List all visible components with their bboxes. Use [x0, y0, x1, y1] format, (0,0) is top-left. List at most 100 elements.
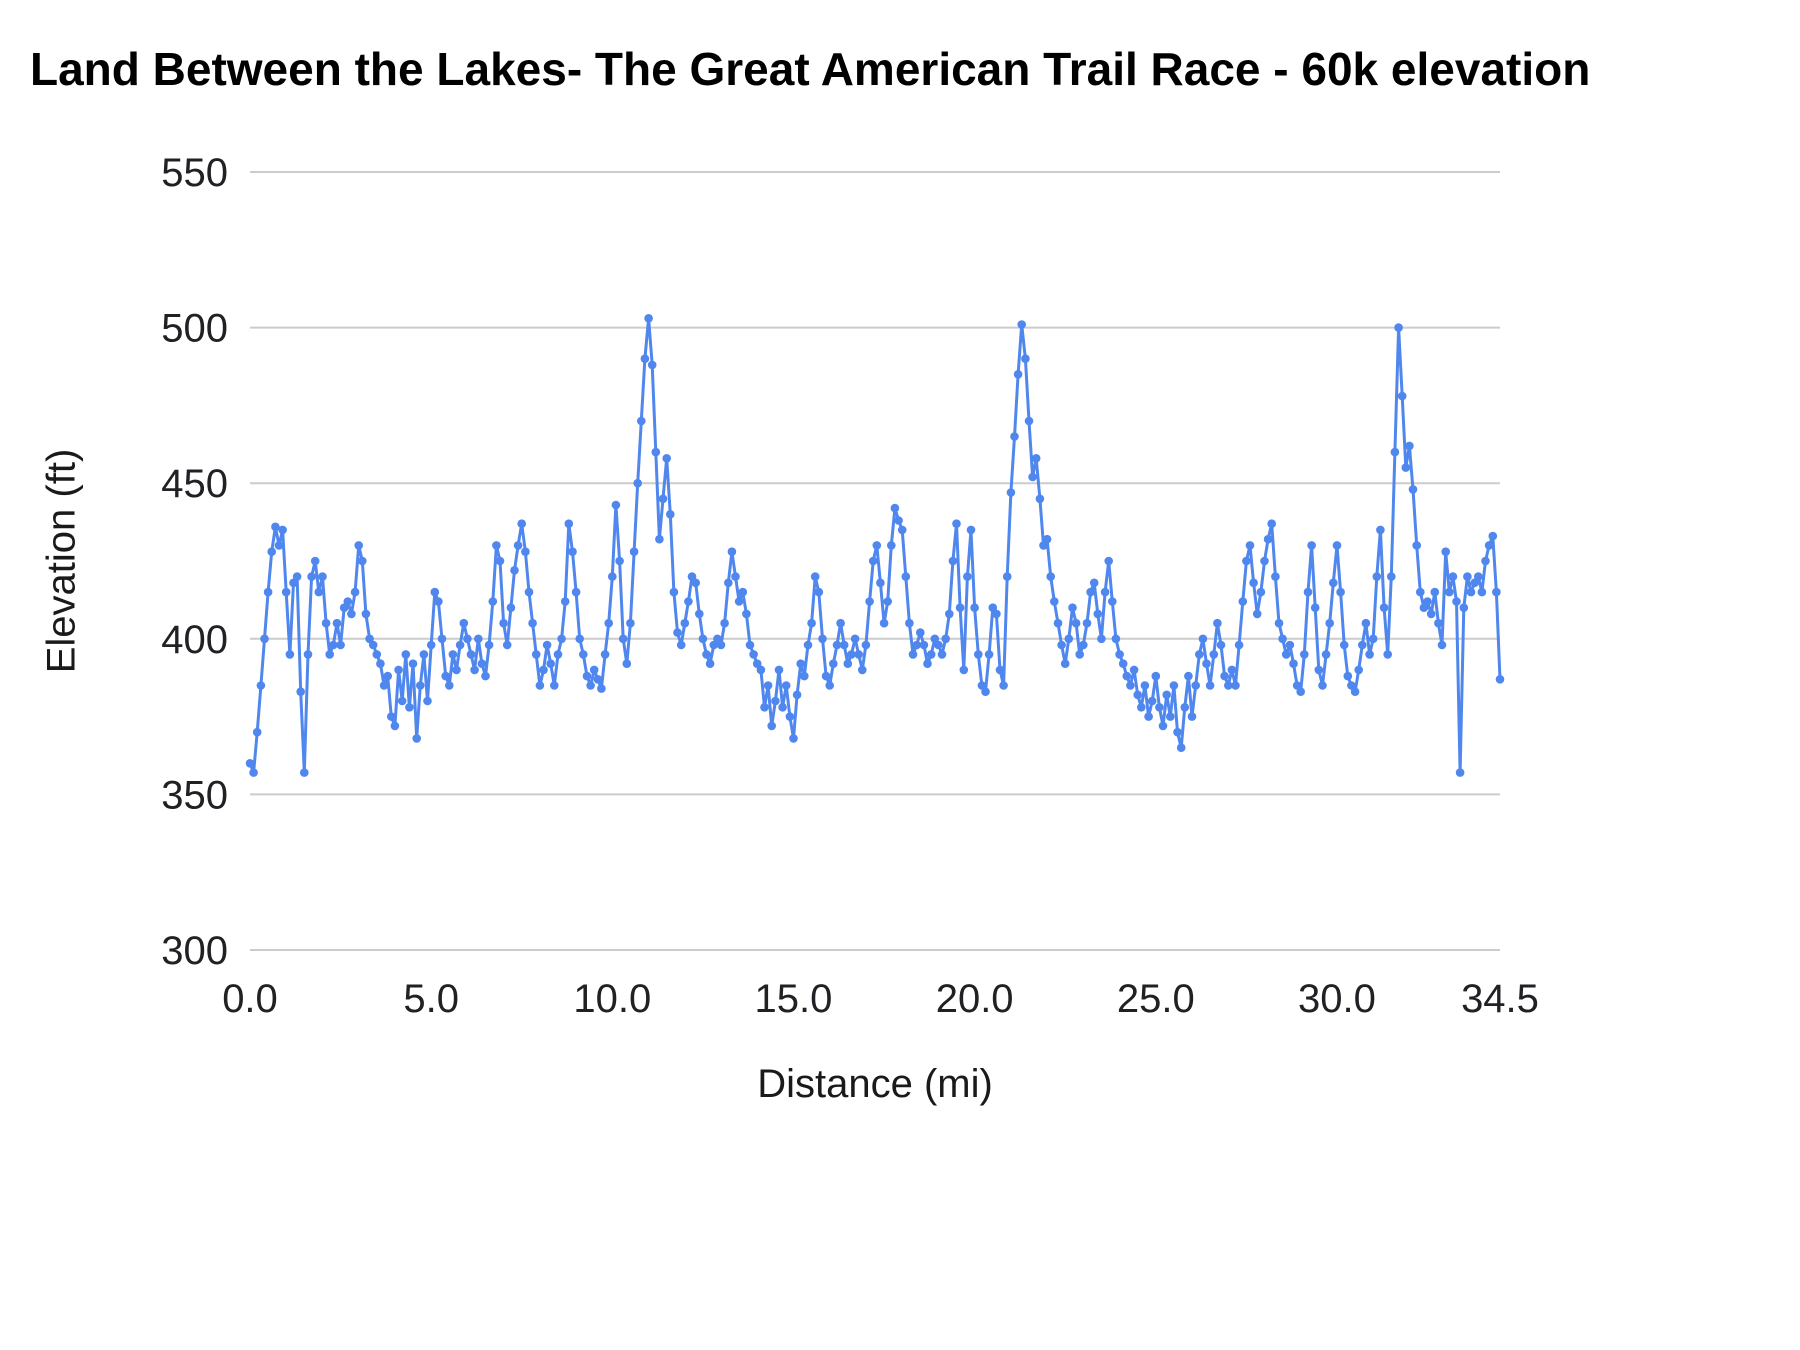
elevation-data-point — [1042, 534, 1052, 544]
elevation-data-point — [267, 547, 277, 556]
elevation-data-point — [919, 640, 929, 650]
elevation-data-point — [452, 665, 461, 675]
elevation-data-point — [528, 618, 537, 628]
elevation-data-point — [1028, 472, 1037, 482]
elevation-data-point — [814, 587, 824, 597]
elevation-data-point — [890, 503, 900, 513]
elevation-data-point — [1314, 665, 1324, 675]
x-tick-label: 30.0 — [1298, 977, 1376, 1021]
elevation-data-point — [1089, 578, 1099, 588]
elevation-data-point — [1372, 572, 1382, 581]
elevation-data-point — [296, 687, 306, 696]
elevation-data-point — [1430, 587, 1440, 597]
elevation-data-point — [318, 572, 327, 581]
elevation-data-point — [611, 500, 621, 510]
elevation-data-point — [1267, 519, 1276, 528]
elevation-data-point — [854, 650, 863, 659]
elevation-data-point — [499, 618, 508, 628]
elevation-data-point — [756, 665, 766, 675]
elevation-data-point — [568, 547, 577, 556]
elevation-data-point — [1097, 634, 1106, 644]
x-tick-label: 15.0 — [755, 977, 833, 1021]
elevation-data-point — [825, 681, 834, 690]
elevation-data-point — [684, 597, 693, 606]
elevation-data-point — [1169, 681, 1179, 690]
elevation-data-point — [1176, 743, 1186, 752]
elevation-data-point — [1184, 671, 1193, 681]
elevation-data-point — [495, 556, 505, 566]
elevation-data-point — [271, 522, 280, 532]
elevation-data-point — [1463, 572, 1472, 581]
elevation-data-point — [1260, 556, 1269, 566]
x-tick-label: 34.5 — [1461, 977, 1539, 1021]
elevation-data-point — [1249, 578, 1258, 588]
elevation-data-point — [1035, 494, 1045, 504]
elevation-data-point — [785, 712, 795, 721]
elevation-data-point — [727, 547, 737, 556]
elevation-data-point — [984, 650, 994, 659]
elevation-data-point — [1100, 587, 1110, 597]
elevation-data-point — [535, 681, 545, 690]
elevation-data-point — [1397, 391, 1407, 401]
elevation-data-point — [582, 671, 592, 681]
elevation-data-point — [1383, 650, 1392, 659]
elevation-data-point — [459, 618, 469, 628]
elevation-data-point — [1474, 572, 1483, 581]
elevation-data-point — [343, 597, 353, 606]
elevation-data-point — [923, 659, 932, 668]
elevation-data-point — [774, 665, 784, 675]
y-axis-title: Elevation (ft) — [39, 448, 84, 674]
elevation-data-point — [564, 519, 574, 528]
elevation-data-point — [1426, 609, 1436, 619]
elevation-data-point — [771, 696, 780, 706]
elevation-data-point — [1191, 681, 1200, 690]
elevation-data-point — [716, 640, 726, 650]
elevation-data-point — [350, 587, 360, 597]
elevation-data-point — [1129, 665, 1139, 675]
elevation-data-point — [843, 659, 853, 668]
elevation-data-point — [930, 634, 940, 644]
elevation-data-point — [379, 681, 389, 690]
elevation-data-point — [666, 510, 675, 519]
elevation-data-point — [629, 547, 639, 556]
elevation-data-point — [524, 587, 534, 597]
elevation-data-point — [738, 587, 748, 597]
elevation-data-point — [1278, 634, 1287, 644]
elevation-data-point — [492, 541, 501, 550]
elevation-data-point — [839, 640, 849, 650]
elevation-data-point — [908, 650, 918, 659]
elevation-data-point — [274, 541, 284, 550]
elevation-data-point — [615, 556, 624, 566]
elevation-data-point — [720, 618, 729, 628]
elevation-data-point — [742, 609, 751, 619]
elevation-data-point — [437, 634, 447, 644]
elevation-data-point — [1151, 671, 1161, 681]
elevation-data-point — [1238, 597, 1248, 606]
elevation-data-point — [1271, 572, 1280, 581]
elevation-data-point — [1492, 587, 1501, 597]
elevation-data-point — [329, 640, 338, 650]
elevation-data-point — [945, 609, 954, 619]
elevation-data-point — [705, 659, 715, 668]
elevation-data-point — [1329, 578, 1338, 588]
elevation-data-point — [1441, 547, 1450, 556]
elevation-data-point — [365, 634, 374, 644]
elevation-data-point — [948, 556, 958, 566]
elevation-data-point — [575, 634, 584, 644]
elevation-data-point — [763, 681, 773, 690]
elevation-data-point — [1303, 587, 1313, 597]
elevation-data-point — [1455, 768, 1465, 777]
elevation-data-point — [303, 650, 313, 659]
elevation-data-point — [1220, 671, 1229, 681]
elevation-data-point — [836, 618, 845, 628]
elevation-data-point — [1361, 618, 1371, 628]
elevation-data-point — [1002, 572, 1012, 581]
elevation-data-point — [1256, 587, 1266, 597]
elevation-data-point — [1300, 650, 1309, 659]
elevation-data-point — [1481, 556, 1490, 566]
elevation-data-point — [916, 628, 925, 637]
elevation-data-point — [539, 665, 548, 675]
elevation-data-point — [292, 572, 302, 581]
elevation-data-point — [901, 572, 911, 581]
elevation-data-point — [481, 671, 490, 681]
